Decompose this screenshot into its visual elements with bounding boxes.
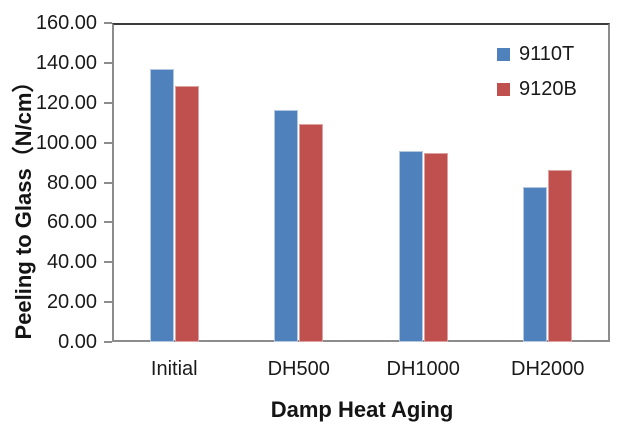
y-tick-label: 80.00 [46, 171, 97, 194]
x-tick-label: DH2000 [511, 358, 585, 380]
bar-9110T-Initial [149, 69, 174, 342]
y-tick-mark [104, 301, 112, 304]
legend-label: 9120B [519, 78, 577, 100]
y-tick-label: 0.00 [58, 331, 97, 353]
y-tick-label: 100.00 [35, 131, 97, 154]
y-tick-mark [104, 101, 112, 104]
y-tick-label: 140.00 [35, 51, 97, 74]
bar-9120B-Initial [174, 86, 199, 342]
legend-label: 9110T [519, 43, 575, 65]
y-tick-label: 160.00 [35, 12, 97, 34]
y-tick-mark [104, 22, 112, 24]
bar-9110T-DH2000 [523, 187, 548, 342]
x-tick-label: Initial [150, 358, 198, 380]
bar-9110T-DH500 [274, 109, 299, 342]
y-tick-label: 120.00 [35, 91, 97, 114]
x-axis-title: Damp Heat Aging [270, 397, 454, 422]
y-tick-mark [104, 221, 112, 224]
legend-swatch-icon [497, 82, 510, 96]
bar-9110T-DH1000 [398, 151, 423, 342]
y-tick-mark [104, 141, 112, 144]
legend-item-9110T: 9110T [497, 42, 577, 66]
x-tick-label: DH1000 [386, 358, 460, 380]
y-tick-mark [104, 61, 112, 64]
y-tick-label: 20.00 [46, 291, 97, 314]
y-tick-mark [104, 181, 112, 184]
y-tick-mark [104, 261, 112, 264]
legend: 9110T 9120B [497, 42, 577, 112]
bar-9120B-DH500 [299, 124, 324, 342]
legend-item-9120B: 9120B [497, 77, 577, 101]
y-tick-label: 40.00 [46, 251, 97, 274]
legend-swatch-icon [497, 47, 510, 61]
bar-9120B-DH1000 [423, 153, 448, 342]
y-tick-label: 60.00 [46, 211, 97, 234]
bar-9120B-DH2000 [548, 169, 573, 342]
x-tick-label: DH500 [267, 358, 330, 380]
y-tick-mark [104, 341, 112, 343]
